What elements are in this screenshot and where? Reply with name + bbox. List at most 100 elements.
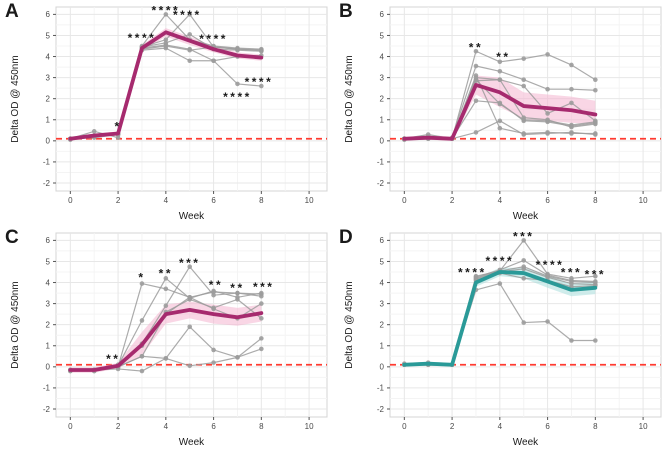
svg-text:****: ****	[173, 8, 202, 22]
svg-text:2: 2	[450, 196, 455, 205]
svg-text:Delta OD @ 450nm: Delta OD @ 450nm	[10, 281, 21, 368]
svg-text:4: 4	[498, 422, 503, 431]
svg-text:0: 0	[68, 422, 73, 431]
svg-text:****: ****	[536, 258, 565, 272]
svg-text:2: 2	[116, 422, 121, 431]
svg-text:0: 0	[46, 137, 51, 146]
svg-text:****: ****	[223, 90, 252, 104]
panel-c-label: C	[5, 227, 19, 248]
svg-text:***: ***	[253, 280, 275, 294]
svg-text:4: 4	[46, 278, 51, 287]
panel-a-label: A	[5, 1, 19, 22]
svg-text:-1: -1	[377, 384, 385, 393]
svg-text:4: 4	[498, 196, 503, 205]
svg-text:8: 8	[593, 422, 598, 431]
svg-text:6: 6	[46, 236, 51, 245]
svg-text:-1: -1	[377, 158, 385, 167]
svg-text:**: **	[230, 281, 244, 295]
svg-text:1: 1	[380, 342, 385, 351]
svg-text:6: 6	[211, 196, 216, 205]
svg-text:4: 4	[164, 196, 169, 205]
svg-text:3: 3	[46, 299, 51, 308]
svg-text:Week: Week	[513, 211, 539, 222]
svg-text:0: 0	[46, 363, 51, 372]
panel-d-chart: 0 2 4 6 8 10 -2 -1 0 1 2 3 4 5 6 Week Delta OD @ 450nm **…	[344, 230, 662, 448]
svg-text:**: **	[106, 352, 120, 366]
svg-text:-2: -2	[377, 405, 385, 414]
svg-text:****: ****	[199, 32, 228, 46]
svg-text:0: 0	[402, 196, 407, 205]
svg-text:-2: -2	[377, 179, 385, 188]
svg-text:Delta OD @ 450nm: Delta OD @ 450nm	[344, 281, 355, 368]
svg-text:***: ***	[585, 267, 607, 281]
panel-b-chart: 0 2 4 6 8 10 -2 -1 0 1 2 3 4 5 6 Week Delta OD @ 450nm **…	[344, 6, 662, 222]
svg-text:***: ***	[561, 265, 583, 279]
svg-text:0: 0	[402, 422, 407, 431]
panel-c: C 0 2 4 6 8 10 -2 -1 0 1 2 3 4 5 6 Week Delta OD @ 450nm…	[0, 226, 334, 452]
svg-text:-2: -2	[43, 179, 51, 188]
svg-text:4: 4	[380, 278, 385, 287]
svg-text:6: 6	[211, 422, 216, 431]
svg-text:10: 10	[305, 196, 314, 205]
svg-text:5: 5	[46, 31, 51, 40]
svg-text:*: *	[114, 119, 121, 133]
svg-text:0: 0	[380, 137, 385, 146]
svg-text:8: 8	[259, 422, 264, 431]
svg-text:10: 10	[639, 196, 648, 205]
svg-text:***: ***	[179, 256, 201, 270]
svg-text:3: 3	[380, 73, 385, 82]
svg-text:0: 0	[380, 363, 385, 372]
svg-text:****: ****	[128, 31, 157, 45]
svg-text:****: ****	[151, 4, 180, 18]
svg-text:-2: -2	[43, 405, 51, 414]
svg-text:10: 10	[639, 422, 648, 431]
svg-text:1: 1	[46, 116, 51, 125]
panel-b-label: B	[339, 1, 353, 22]
panel-d-label: D	[339, 227, 353, 248]
svg-text:5: 5	[380, 257, 385, 266]
svg-text:Week: Week	[179, 437, 205, 448]
svg-text:**: **	[209, 278, 223, 292]
panel-a: A 0 2 4 6 8 10 -2 -1 0 1 2 3 4 5 6 Week Delta OD @ 450nm…	[0, 0, 334, 226]
svg-text:Week: Week	[513, 437, 539, 448]
svg-text:4: 4	[46, 52, 51, 61]
svg-text:****: ****	[245, 75, 274, 89]
svg-text:*: *	[138, 271, 145, 285]
svg-text:2: 2	[46, 320, 51, 329]
svg-text:**: **	[469, 40, 483, 54]
panel-b: B 0 2 4 6 8 10 -2 -1 0 1 2 3 4 5 6 Week Delta OD @ 450nm…	[334, 0, 668, 226]
svg-text:6: 6	[380, 10, 385, 19]
svg-text:***: ***	[513, 230, 535, 244]
svg-text:**: **	[496, 50, 510, 64]
svg-text:2: 2	[450, 422, 455, 431]
svg-text:Week: Week	[179, 211, 205, 222]
svg-text:Delta OD @ 450nm: Delta OD @ 450nm	[344, 55, 355, 142]
svg-text:10: 10	[305, 422, 314, 431]
svg-text:1: 1	[46, 342, 51, 351]
svg-text:2: 2	[380, 94, 385, 103]
svg-text:8: 8	[259, 196, 264, 205]
svg-text:6: 6	[380, 236, 385, 245]
svg-text:2: 2	[116, 196, 121, 205]
svg-text:Delta OD @ 450nm: Delta OD @ 450nm	[10, 55, 21, 142]
svg-text:****: ****	[458, 265, 487, 279]
svg-text:****: ****	[485, 254, 514, 268]
svg-text:8: 8	[593, 196, 598, 205]
svg-text:3: 3	[46, 73, 51, 82]
svg-text:1: 1	[380, 116, 385, 125]
svg-text:6: 6	[545, 422, 550, 431]
svg-text:5: 5	[380, 31, 385, 40]
svg-text:**: **	[159, 266, 173, 280]
panel-d: D 0 2 4 6 8 10 -2 -1 0 1 2 3 4 5 6 Week Delta OD @ 450nm…	[334, 226, 668, 452]
svg-text:-1: -1	[43, 384, 51, 393]
svg-text:5: 5	[46, 257, 51, 266]
svg-text:4: 4	[164, 422, 169, 431]
svg-text:-1: -1	[43, 158, 51, 167]
svg-text:2: 2	[46, 94, 51, 103]
svg-text:6: 6	[46, 10, 51, 19]
svg-text:3: 3	[380, 299, 385, 308]
svg-text:0: 0	[68, 196, 73, 205]
